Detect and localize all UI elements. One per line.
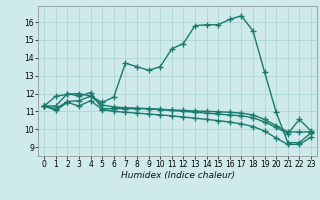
X-axis label: Humidex (Indice chaleur): Humidex (Indice chaleur): [121, 171, 235, 180]
